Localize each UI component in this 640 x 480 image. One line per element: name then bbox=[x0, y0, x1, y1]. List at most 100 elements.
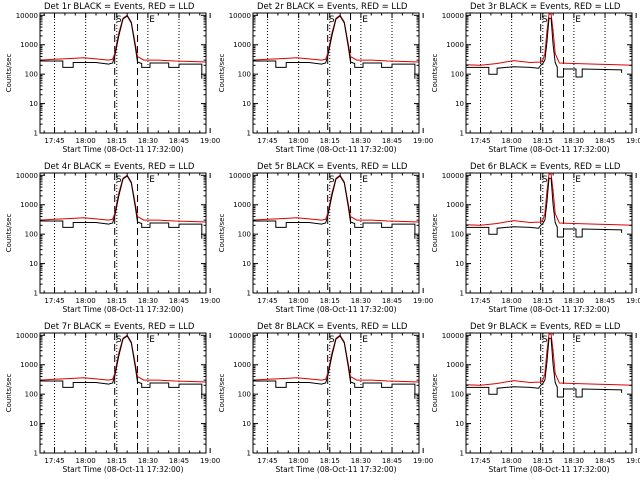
x-tick-label: 19:00 bbox=[413, 137, 433, 145]
panel-det-3: Det 3r BLACK = Events, RED = LLD S E 1 10 100… bbox=[431, 2, 640, 154]
marker-e: E bbox=[149, 175, 155, 185]
plot-area bbox=[253, 333, 419, 453]
x-tick-label: 18:00 bbox=[76, 297, 96, 305]
series-events-line bbox=[40, 15, 203, 79]
y-tick-label: 1000 bbox=[446, 41, 464, 49]
x-tick-label: 18:00 bbox=[502, 457, 522, 465]
plot-frame bbox=[39, 12, 207, 134]
x-tick-label: 18:00 bbox=[502, 297, 522, 305]
y-tick-label: 10000 bbox=[442, 12, 464, 20]
marker-s: S bbox=[329, 175, 335, 185]
x-axis-label: Start Time (08-Oct-11 17:32:00) bbox=[488, 305, 609, 314]
x-tick-label: 18:00 bbox=[289, 137, 309, 145]
x-tick-label: 18:45 bbox=[382, 137, 402, 145]
panel-title: Det 3r BLACK = Events, RED = LLD bbox=[470, 2, 621, 12]
y-axis-label: Counts/sec bbox=[431, 54, 439, 93]
x-tick-label: 18:45 bbox=[595, 297, 615, 305]
x-tick-label: 18:30 bbox=[138, 457, 158, 465]
x-tick-label: 18:45 bbox=[382, 457, 402, 465]
panel-det-9: Det 9r BLACK = Events, RED = LLD S E 1 10 100… bbox=[431, 322, 640, 474]
y-tick-label: 1000 bbox=[20, 201, 38, 209]
plot-area bbox=[40, 173, 206, 293]
x-tick-label: 19:00 bbox=[413, 457, 433, 465]
plot-area bbox=[466, 333, 632, 453]
marker-s: S bbox=[329, 335, 335, 345]
y-tick-label: 1 bbox=[460, 290, 464, 298]
y-tick-label: 1000 bbox=[20, 41, 38, 49]
y-tick-label: 1 bbox=[460, 130, 464, 138]
series-events-line bbox=[253, 15, 416, 79]
marker-e: E bbox=[575, 335, 581, 345]
panel-title: Det 1r BLACK = Events, RED = LLD bbox=[44, 2, 195, 12]
y-tick-label: 100 bbox=[451, 231, 464, 239]
panel-title: Det 9r BLACK = Events, RED = LLD bbox=[470, 322, 621, 332]
x-tick-label: 19:00 bbox=[626, 137, 640, 145]
y-axis-label: Counts/sec bbox=[218, 374, 226, 413]
y-tick-label: 100 bbox=[238, 231, 251, 239]
y-tick-label: 1 bbox=[34, 450, 38, 458]
plot-frame bbox=[465, 172, 633, 294]
x-tick-label: 19:00 bbox=[413, 297, 433, 305]
series-lld-line bbox=[40, 334, 206, 383]
x-tick-label: 18:00 bbox=[289, 297, 309, 305]
plot-frame bbox=[252, 332, 420, 454]
x-tick-label: 18:15 bbox=[107, 457, 127, 465]
series-events-line bbox=[466, 337, 623, 398]
panel-title: Det 6r BLACK = Events, RED = LLD bbox=[470, 162, 621, 172]
x-tick-label: 17:45 bbox=[44, 137, 64, 145]
y-tick-label: 1000 bbox=[233, 41, 251, 49]
panel-title: Det 2r BLACK = Events, RED = LLD bbox=[257, 2, 408, 12]
panel-det-2: Det 2r BLACK = Events, RED = LLD S E 1 10 100… bbox=[218, 2, 433, 154]
marker-s: S bbox=[542, 335, 548, 345]
y-tick-label: 10 bbox=[29, 260, 38, 268]
y-tick-label: 1000 bbox=[446, 201, 464, 209]
series-lld-line bbox=[253, 334, 419, 383]
x-tick-label: 18:30 bbox=[138, 297, 158, 305]
y-tick-label: 1 bbox=[247, 290, 251, 298]
series-events-line bbox=[253, 175, 416, 239]
y-tick-label: 100 bbox=[238, 391, 251, 399]
x-tick-label: 18:15 bbox=[320, 457, 340, 465]
y-tick-label: 10000 bbox=[442, 172, 464, 180]
panel-det-5: Det 5r BLACK = Events, RED = LLD S E 1 10 100… bbox=[218, 162, 433, 314]
marker-s: S bbox=[116, 15, 122, 25]
y-tick-label: 10 bbox=[455, 420, 464, 428]
x-tick-label: 18:00 bbox=[76, 457, 96, 465]
x-tick-label: 17:45 bbox=[44, 297, 64, 305]
y-axis-label: Counts/sec bbox=[218, 214, 226, 253]
x-axis-label: Start Time (08-Oct-11 17:32:00) bbox=[275, 305, 396, 314]
x-tick-label: 18:00 bbox=[289, 457, 309, 465]
y-tick-label: 100 bbox=[238, 71, 251, 79]
marker-e: E bbox=[362, 15, 368, 25]
x-axis-label: Start Time (08-Oct-11 17:32:00) bbox=[62, 305, 183, 314]
x-tick-label: 17:45 bbox=[470, 137, 490, 145]
y-tick-label: 1 bbox=[247, 450, 251, 458]
series-events-line bbox=[466, 177, 623, 238]
marker-e: E bbox=[149, 335, 155, 345]
y-tick-label: 10 bbox=[242, 420, 251, 428]
y-tick-label: 10 bbox=[455, 260, 464, 268]
series-lld-line bbox=[40, 14, 206, 63]
x-tick-label: 19:00 bbox=[200, 297, 220, 305]
y-tick-label: 1000 bbox=[233, 361, 251, 369]
series-events-line bbox=[40, 335, 203, 399]
panel-det-8: Det 8r BLACK = Events, RED = LLD S E 1 10 100… bbox=[218, 322, 433, 474]
series-lld-line bbox=[253, 174, 419, 223]
y-tick-label: 100 bbox=[451, 391, 464, 399]
y-tick-label: 10000 bbox=[229, 332, 251, 340]
plot-frame bbox=[465, 332, 633, 454]
x-tick-label: 18:30 bbox=[351, 457, 371, 465]
marker-s: S bbox=[116, 175, 122, 185]
x-axis-label: Start Time (08-Oct-11 17:32:00) bbox=[275, 465, 396, 474]
panel-det-6: Det 6r BLACK = Events, RED = LLD S E 1 10 100… bbox=[431, 162, 640, 314]
series-events-line bbox=[253, 335, 416, 399]
x-tick-label: 18:45 bbox=[169, 297, 189, 305]
marker-s: S bbox=[542, 15, 548, 25]
marker-s: S bbox=[542, 175, 548, 185]
panel-title: Det 4r BLACK = Events, RED = LLD bbox=[44, 162, 195, 172]
plot-frame bbox=[465, 12, 633, 134]
y-tick-label: 1000 bbox=[20, 361, 38, 369]
x-tick-label: 18:30 bbox=[351, 137, 371, 145]
y-tick-label: 100 bbox=[25, 231, 38, 239]
